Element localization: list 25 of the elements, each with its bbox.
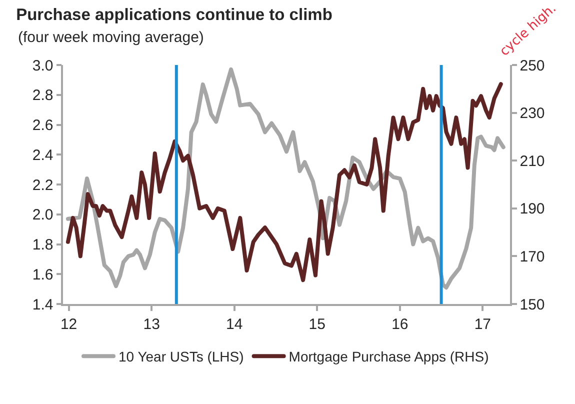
y2-tick-label: 150 <box>520 296 545 314</box>
y-tick-label: 2.0 <box>32 206 54 224</box>
chart-subtitle: (four week moving average) <box>18 29 204 46</box>
y-tick-label: 2.4 <box>32 146 54 164</box>
x-tick-label: 12 <box>60 316 78 333</box>
y-tick-label: 2.8 <box>32 87 54 104</box>
legend-label: 10 Year USTs (LHS) <box>118 348 244 365</box>
y2-tick-label: 190 <box>520 200 545 218</box>
y2-tick-label: 170 <box>520 248 545 266</box>
y-tick-label: 1.8 <box>32 236 54 254</box>
y-tick-label: 1.6 <box>32 266 54 284</box>
x-tick-label: 14 <box>226 316 243 333</box>
x-tick-label: 16 <box>392 316 408 333</box>
x-tick-label: 17 <box>474 316 492 333</box>
chart-title: Purchase applications continue to climb <box>16 6 332 24</box>
y2-tick-label: 250 <box>520 57 545 74</box>
x-tick-label: 15 <box>308 316 326 333</box>
x-tick-label: 13 <box>143 316 160 333</box>
y2-tick-label: 210 <box>520 152 545 170</box>
y-tick-label: 2.6 <box>32 117 54 134</box>
y2-tick-label: 230 <box>520 105 545 122</box>
y-tick-label: 3.0 <box>32 57 54 74</box>
y-tick-label: 1.4 <box>32 296 54 314</box>
y-tick-label: 2.2 <box>32 176 54 194</box>
legend-label: Mortgage Purchase Apps (RHS) <box>288 348 489 365</box>
